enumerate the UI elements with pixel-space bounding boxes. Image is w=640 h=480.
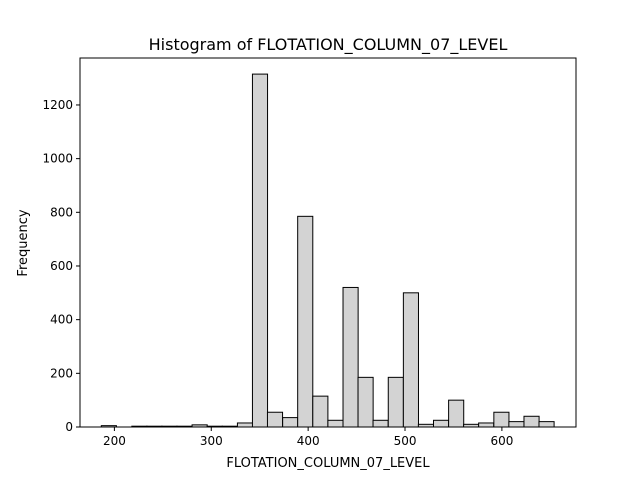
x-tick-label: 600 [490, 434, 513, 448]
histogram-bar [282, 417, 299, 428]
y-tick-label: 0 [65, 420, 73, 434]
histogram-bar [236, 422, 254, 428]
histogram-bar [493, 411, 510, 428]
y-axis-label: Frequency [16, 209, 31, 276]
y-axis-ticks: 0 200 400 600 800 1000 1200 [42, 98, 80, 434]
histogram-bar [342, 286, 359, 428]
histogram-bar [508, 421, 525, 428]
histogram-bar [433, 419, 450, 428]
histogram-bar [297, 215, 314, 428]
histogram-bar [312, 395, 329, 428]
histogram-bar [357, 376, 374, 428]
y-tick-label: 800 [50, 205, 73, 219]
y-tick-label: 1200 [42, 98, 73, 112]
x-tick-label: 500 [394, 434, 417, 448]
histogram-bar [402, 292, 419, 428]
histogram-bar [372, 419, 389, 428]
histogram-bar [523, 415, 540, 428]
plot-frame [79, 57, 577, 428]
x-tick-label: 300 [200, 434, 223, 448]
y-tick-label: 200 [50, 366, 73, 380]
bars-group [100, 73, 555, 428]
x-axis-label: FLOTATION_COLUMN_07_LEVEL [226, 456, 430, 471]
x-axis-ticks: 200 300 400 500 600 [103, 427, 513, 448]
x-tick-label: 400 [297, 434, 320, 448]
y-tick-label: 1000 [42, 152, 73, 166]
histogram-bar [538, 421, 555, 428]
histogram-bar [251, 73, 269, 428]
chart-title: Histogram of FLOTATION_COLUMN_07_LEVEL [149, 35, 508, 55]
histogram-bar [327, 419, 344, 428]
y-tick-label: 400 [50, 313, 73, 327]
x-tick-label: 200 [103, 434, 126, 448]
histogram-bar [448, 399, 465, 428]
histogram-bar [266, 411, 284, 428]
histogram-bar [478, 422, 495, 428]
y-tick-label: 600 [50, 259, 73, 273]
histogram-bar [387, 376, 404, 428]
